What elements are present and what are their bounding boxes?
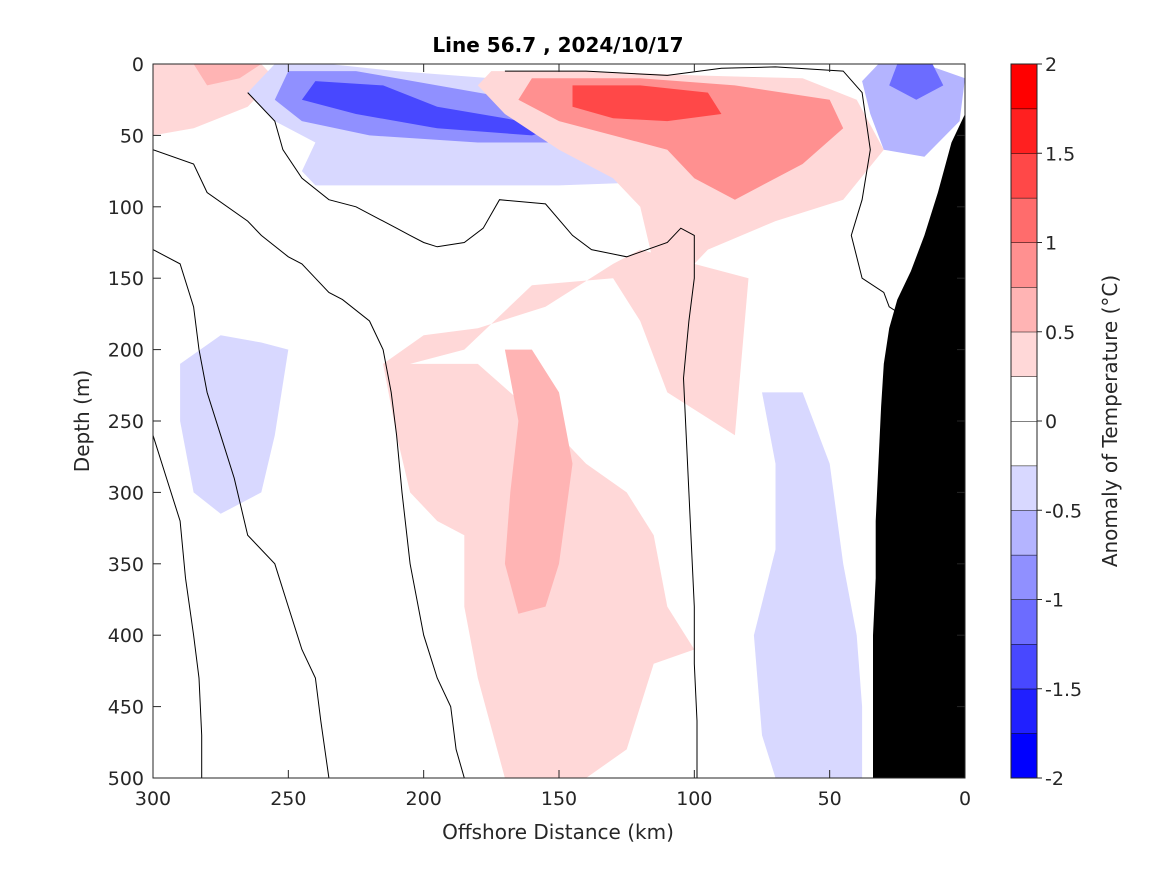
y-tick-label: 500 [108,768,144,790]
anomaly-region-surface-warm-offshore-core [193,64,262,86]
bathymetry-land-mask [873,114,965,778]
colorbar-tick-label: -0.5 [1045,500,1082,522]
anomaly-region-deep-warm-core [504,349,573,614]
y-tick-label: 100 [108,197,144,219]
y-tick-label: 450 [108,697,144,719]
x-tick-label: 250 [270,788,306,810]
x-tick-label: 150 [541,788,577,810]
colorbar-band [1011,421,1037,466]
colorbar-band [1011,465,1037,511]
y-tick-label: 0 [132,54,144,76]
colorbar-label: Anomaly of Temperature (°C) [1098,275,1122,567]
colorbar-band [1011,688,1037,734]
colorbar-tick-label: -2 [1045,768,1064,790]
colorbar-band [1011,331,1037,377]
colorbar-band [1011,376,1037,421]
colorbar [1011,63,1037,778]
colorbar-band [1011,510,1037,555]
colorbar-tick-label: 0.5 [1045,322,1075,344]
anomaly-region-deep-warm-core-region [383,249,749,778]
chart-title: Line 56.7 , 2024/10/17 [432,33,683,57]
x-tick-label: 200 [406,788,442,810]
zero-contour-1 [153,249,330,778]
colorbar-band [1011,733,1037,778]
x-axis-label: Offshore Distance (km) [442,820,674,844]
anomaly-region-coastal-surface-cold-core [889,64,944,100]
x-tick-label: 0 [959,788,971,810]
colorbar-band [1011,287,1037,332]
zero-contour-0 [153,149,465,778]
colorbar-tick-label: 1.5 [1045,143,1075,165]
colorbar-tick-label: 0 [1045,411,1057,433]
y-tick-label: 150 [108,268,144,290]
y-tick-label: 400 [108,625,144,647]
colorbar-band [1011,153,1037,198]
anomaly-region-upper-warm-nearshore-core [572,85,722,122]
anomaly-regions [153,64,965,778]
colorbar-tick-label: 1 [1045,233,1057,255]
y-tick-label: 300 [108,482,144,504]
colorbar-band [1011,644,1037,689]
colorbar-band [1011,64,1037,109]
plot-area: 300 250 200 150 100 50 0 050100150200250300350… [108,54,971,810]
x-tick-label: 50 [818,788,842,810]
anomaly-region-surface-warm-offshore [153,64,275,136]
x-tick-label: 300 [135,788,171,810]
colorbar-band [1011,197,1037,243]
colorbar-band [1011,599,1037,645]
colorbar-ticks: 2 1.5 1 0.5 0 -0.5 -1 -1.5 -2 [1037,54,1082,790]
colorbar-tick-label: -1.5 [1045,679,1082,701]
anomaly-region-upper-cold-offshore-core [301,81,559,136]
colorbar-band [1011,108,1037,154]
colorbar-band [1011,242,1037,288]
zero-contour-2 [153,435,203,778]
y-axis-label: Depth (m) [70,370,94,472]
colorbar-tick-label: -1 [1045,590,1064,612]
y-axis-ticks: 0 50 100 150 200 250 300 350 400 450 500 [108,54,965,790]
anomaly-region-deep-cold-nearshore [753,392,863,778]
colorbar-tick-label: 2 [1045,54,1057,76]
x-axis-ticks: 300 250 200 150 100 50 0 [135,64,971,810]
colorbar-band [1011,554,1037,600]
zero-contour-3 [247,92,698,778]
y-tick-label: 50 [120,125,144,147]
y-tick-label: 250 [108,411,144,433]
anomaly-region-deep-cold-offshore [180,335,289,514]
y-tick-label: 200 [108,340,144,362]
y-tick-label: 350 [108,554,144,576]
x-tick-label: 100 [676,788,712,810]
